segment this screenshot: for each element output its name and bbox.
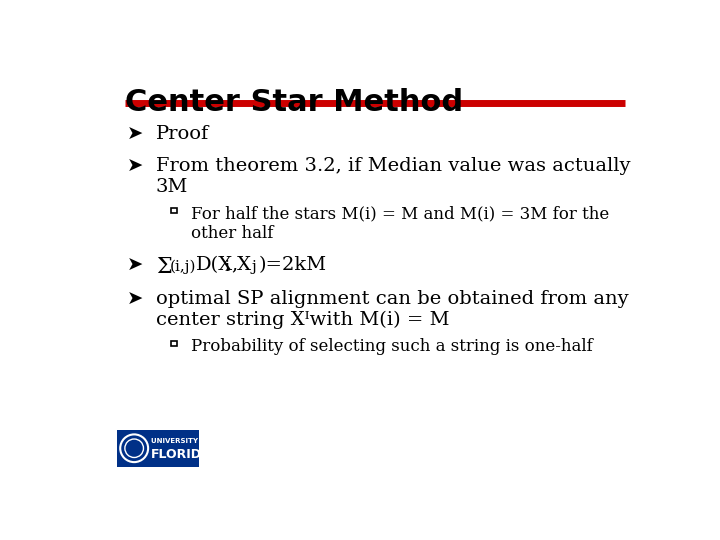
Text: D(X: D(X [196,256,233,274]
Text: (i,j): (i,j) [170,260,197,274]
Text: For half the stars M(i) = M and M(i) = 3M for the
other half: For half the stars M(i) = M and M(i) = 3… [191,205,609,241]
Text: From theorem 3.2, if Median value was actually
3M: From theorem 3.2, if Median value was ac… [156,157,631,196]
Text: Σ: Σ [156,256,171,278]
Text: )=2kM: )=2kM [259,256,327,274]
Text: optimal SP alignment can be obtained from any
center string Xᴵwith M(i) = M: optimal SP alignment can be obtained fro… [156,289,629,329]
Text: Probability of selecting such a string is one-half: Probability of selecting such a string i… [191,338,593,355]
Text: Center Star Method: Center Star Method [125,88,463,117]
Text: ➤: ➤ [127,256,143,275]
FancyBboxPatch shape [117,430,199,467]
Bar [171,208,177,213]
Text: ,X: ,X [231,256,251,274]
Text: ➤: ➤ [127,157,143,176]
Text: Proof: Proof [156,125,209,143]
Text: FLORIDA: FLORIDA [151,448,212,461]
Text: ➤: ➤ [127,289,143,309]
Text: i: i [224,260,229,274]
Text: j: j [252,260,257,274]
Bar [171,341,177,347]
Text: UNIVERSITY OF: UNIVERSITY OF [151,438,212,444]
Text: ➤: ➤ [127,125,143,144]
